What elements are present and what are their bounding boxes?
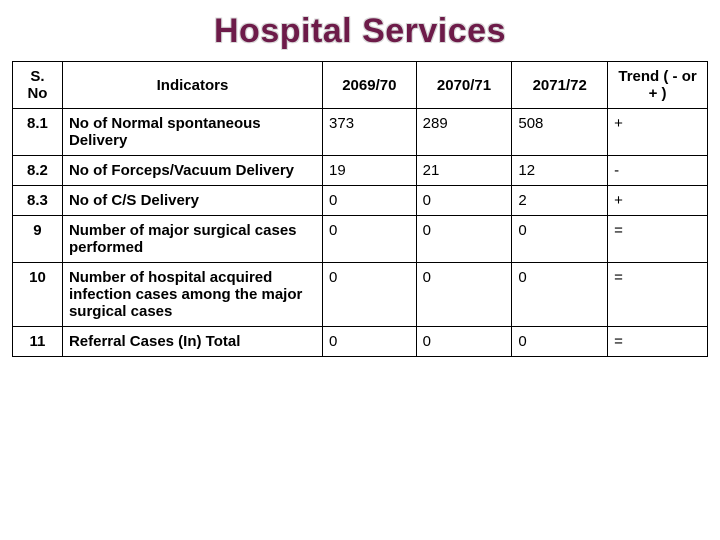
col-header-2070-71: 2070/71 <box>416 62 512 109</box>
table-row: 8.1 No of Normal spontaneous Delivery 37… <box>13 109 708 156</box>
cell-2070-71: 289 <box>416 109 512 156</box>
cell-trend: = <box>608 216 708 263</box>
cell-indicator: No of Forceps/Vacuum Delivery <box>62 156 322 186</box>
page-title: Hospital Services <box>12 12 708 51</box>
cell-2069-70: 373 <box>323 109 417 156</box>
table-row: 10 Number of hospital acquired infection… <box>13 263 708 327</box>
cell-sno: 8.3 <box>13 186 63 216</box>
cell-2070-71: 21 <box>416 156 512 186</box>
cell-2070-71: 0 <box>416 216 512 263</box>
col-header-indicator: Indicators <box>62 62 322 109</box>
cell-indicator: No of C/S Delivery <box>62 186 322 216</box>
cell-sno: 8.2 <box>13 156 63 186</box>
cell-sno: 8.1 <box>13 109 63 156</box>
cell-sno: 9 <box>13 216 63 263</box>
cell-2069-70: 19 <box>323 156 417 186</box>
cell-2069-70: 0 <box>323 186 417 216</box>
cell-indicator: Referral Cases (In) Total <box>62 327 322 357</box>
cell-2070-71: 0 <box>416 327 512 357</box>
col-header-2071-72: 2071/72 <box>512 62 608 109</box>
cell-2071-72: 508 <box>512 109 608 156</box>
col-header-trend: Trend ( - or + ) <box>608 62 708 109</box>
table-row: 8.2 No of Forceps/Vacuum Delivery 19 21 … <box>13 156 708 186</box>
cell-2069-70: 0 <box>323 216 417 263</box>
cell-indicator: No of Normal spontaneous Delivery <box>62 109 322 156</box>
cell-trend: = <box>608 327 708 357</box>
table-row: 11 Referral Cases (In) Total 0 0 0 = <box>13 327 708 357</box>
cell-indicator: Number of major surgical cases performed <box>62 216 322 263</box>
cell-2071-72: 0 <box>512 327 608 357</box>
col-header-sno: S. No <box>13 62 63 109</box>
cell-2069-70: 0 <box>323 263 417 327</box>
table-row: 8.3 No of C/S Delivery 0 0 2 + <box>13 186 708 216</box>
hospital-services-table: S. No Indicators 2069/70 2070/71 2071/72… <box>12 61 708 357</box>
cell-trend: + <box>608 186 708 216</box>
cell-2070-71: 0 <box>416 263 512 327</box>
cell-sno: 10 <box>13 263 63 327</box>
col-header-2069-70: 2069/70 <box>323 62 417 109</box>
cell-indicator: Number of hospital acquired infection ca… <box>62 263 322 327</box>
cell-2071-72: 12 <box>512 156 608 186</box>
cell-trend: = <box>608 263 708 327</box>
cell-sno: 11 <box>13 327 63 357</box>
cell-2071-72: 0 <box>512 263 608 327</box>
cell-2070-71: 0 <box>416 186 512 216</box>
cell-trend: + <box>608 109 708 156</box>
cell-2071-72: 2 <box>512 186 608 216</box>
table-row: 9 Number of major surgical cases perform… <box>13 216 708 263</box>
cell-2069-70: 0 <box>323 327 417 357</box>
cell-trend: - <box>608 156 708 186</box>
cell-2071-72: 0 <box>512 216 608 263</box>
table-header-row: S. No Indicators 2069/70 2070/71 2071/72… <box>13 62 708 109</box>
